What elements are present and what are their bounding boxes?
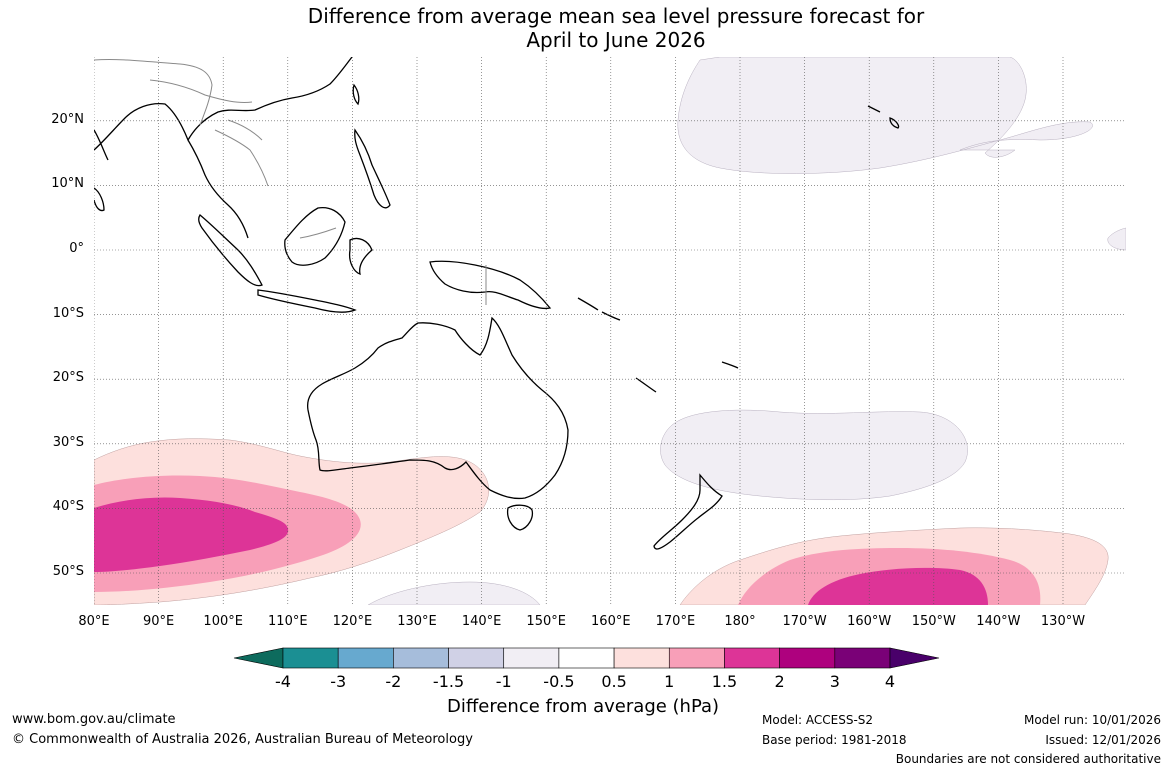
coastline-borneo <box>284 206 346 266</box>
latitude-label: 20°N <box>51 111 84 127</box>
colorbar-segment <box>668 647 725 669</box>
longitude-label: 80°E <box>78 614 110 629</box>
colorbar-extend-low <box>233 647 284 669</box>
colorbar-tick-label: -3 <box>330 672 347 691</box>
latitude-label: 40°S <box>52 499 84 515</box>
colorbar <box>233 647 940 669</box>
colorbar-tick-label: 4 <box>884 672 896 691</box>
coastline-sri-lanka <box>94 187 105 212</box>
colorbar-tick-label: -1 <box>495 672 512 691</box>
longitude-label: 150°E <box>526 614 566 629</box>
longitude-label: 180° <box>724 614 756 629</box>
latitude-label: 50°S <box>52 564 84 579</box>
coastline-hawaii <box>867 105 900 129</box>
coastline-australia <box>306 316 569 500</box>
graticule <box>94 57 1126 605</box>
colorbar-label-text: Difference from average (hPa) <box>447 696 720 717</box>
border-asia <box>94 58 269 187</box>
colorbar-segment <box>393 647 449 669</box>
coastline-solomon-islands <box>577 297 621 321</box>
latitude-label: 20°S <box>52 370 84 386</box>
longitude-label: 120°E <box>332 614 373 629</box>
colorbar-tick-label: -0.5 <box>543 672 575 691</box>
neutral-negative-region-tasman <box>660 409 968 501</box>
longitude-label: 130°E <box>397 614 437 629</box>
chart-title: Difference from average mean sea level p… <box>0 4 1173 52</box>
coastline-new-guinea <box>429 260 552 310</box>
coastline-philippines <box>354 128 391 209</box>
anomaly-contours <box>94 57 1126 605</box>
model-run-date: Model run: 10/01/2026 <box>1023 713 1161 727</box>
latitude-label: 0° <box>69 241 84 256</box>
positive-15-region-indian-ocean <box>94 497 289 572</box>
positive-15-region-south-pacific <box>808 567 988 605</box>
coastline-indian-peninsula <box>94 129 109 161</box>
longitude-label: 140°E <box>461 614 502 629</box>
longitude-label: 170°E <box>655 614 696 629</box>
colorbar-tick-label: 3 <box>829 672 840 691</box>
colorbar-tick-label: -4 <box>275 672 291 691</box>
country-borders <box>94 58 487 305</box>
latitude-label: 10°S <box>52 305 84 321</box>
longitude-label: 130°W <box>1040 614 1086 629</box>
coastline-fiji <box>721 361 739 369</box>
coastline-sumatra <box>198 214 263 287</box>
colorbar-extend-high <box>889 647 940 669</box>
copyright-text: © Commonwealth of Australia 2026, Austra… <box>12 732 473 747</box>
boundaries-disclaimer: Boundaries are not considered authoritat… <box>895 752 1161 766</box>
longitude-label: 140°W <box>976 614 1021 629</box>
forecast-map <box>94 57 1126 605</box>
border-borneo <box>299 227 337 239</box>
colorbar-segment <box>282 647 339 669</box>
issued-date: Issued: 12/01/2026 <box>1045 733 1161 747</box>
colorbar-tick-label: 1 <box>664 672 675 691</box>
neutral-negative-region-east <box>1107 227 1126 251</box>
colorbar-segment <box>724 647 780 669</box>
coastline-mainland-asia <box>94 57 353 239</box>
longitude-label: 170°W <box>782 614 827 629</box>
colorbar-tick-label: 0.5 <box>601 672 627 691</box>
coastline-java <box>257 289 357 313</box>
colorbar-segment <box>503 647 560 669</box>
longitude-label: 100°E <box>203 614 243 629</box>
colorbar-tick-label: 1.5 <box>711 672 738 691</box>
longitude-label: 150°W <box>911 614 956 629</box>
colorbar-segment <box>613 647 670 669</box>
neutral-negative-region-north-pacific <box>677 57 1093 174</box>
colorbar-tick-label: -1.5 <box>432 672 465 691</box>
title-line-2: April to June 2026 <box>526 28 706 52</box>
model-name: Model: ACCESS-S2 <box>762 713 874 727</box>
coastline-new-zealand <box>653 473 723 550</box>
colorbar-segment <box>448 647 505 669</box>
longitude-label: 160°W <box>847 614 892 629</box>
neutral-negative-region-south <box>367 581 541 605</box>
base-period: Base period: 1981-2018 <box>762 733 907 747</box>
colorbar-segment <box>834 647 891 669</box>
colorbar-tick-label: -2 <box>385 672 402 691</box>
longitude-label: 90°E <box>142 614 175 629</box>
coastline-tasmania <box>506 504 534 531</box>
colorbar-segment <box>337 647 394 669</box>
website-link[interactable]: www.bom.gov.au/climate <box>12 712 176 727</box>
latitude-label: 30°S <box>52 434 84 450</box>
coastline-taiwan <box>352 83 360 106</box>
longitude-label: 110°E <box>268 614 308 629</box>
latitude-label: 10°N <box>51 176 84 192</box>
longitude-label: 160°E <box>591 614 631 629</box>
coastlines <box>94 57 900 550</box>
colorbar-tick-label: 2 <box>774 672 785 691</box>
colorbar-segment <box>558 647 615 669</box>
colorbar-segment <box>779 647 836 669</box>
coastline-sulawesi <box>348 237 373 275</box>
title-line-1: Difference from average mean sea level p… <box>307 4 925 28</box>
